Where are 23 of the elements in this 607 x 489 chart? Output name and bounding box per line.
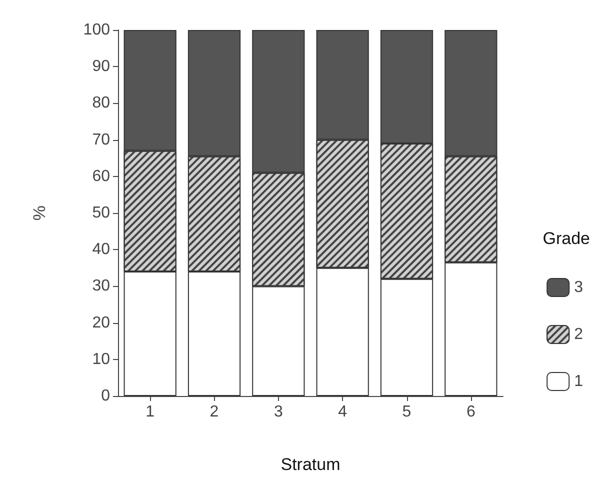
legend-label: 2 — [574, 326, 584, 343]
x-tick-label: 1 — [146, 404, 155, 420]
y-tick-label: 20 — [92, 314, 110, 332]
legend-title: Grade — [542, 229, 590, 248]
y-tick-label: 10 — [92, 350, 110, 368]
y-tick-label: 30 — [92, 278, 110, 295]
y-tick-label: 60 — [92, 168, 110, 185]
y-tick-label: 100 — [83, 22, 110, 38]
x-axis-title: Stratum — [280, 455, 340, 474]
y-tick-label: 40 — [92, 241, 110, 258]
y-tick-label: 90 — [92, 58, 110, 76]
y-tick-label: 70 — [92, 131, 110, 148]
x-tick-label: 3 — [274, 404, 283, 420]
y-tick-label: 0 — [101, 388, 110, 404]
x-tick-label: 4 — [338, 404, 348, 420]
legend-label: 1 — [574, 373, 584, 390]
legend-label: 3 — [574, 279, 584, 296]
x-tick-label: 6 — [466, 404, 476, 420]
y-tick-label: 50 — [92, 204, 110, 222]
y-tick-label: 80 — [92, 94, 110, 112]
x-tick-label: 5 — [402, 404, 412, 420]
y-axis-title: % — [30, 205, 49, 221]
x-tick-label: 2 — [210, 404, 219, 420]
